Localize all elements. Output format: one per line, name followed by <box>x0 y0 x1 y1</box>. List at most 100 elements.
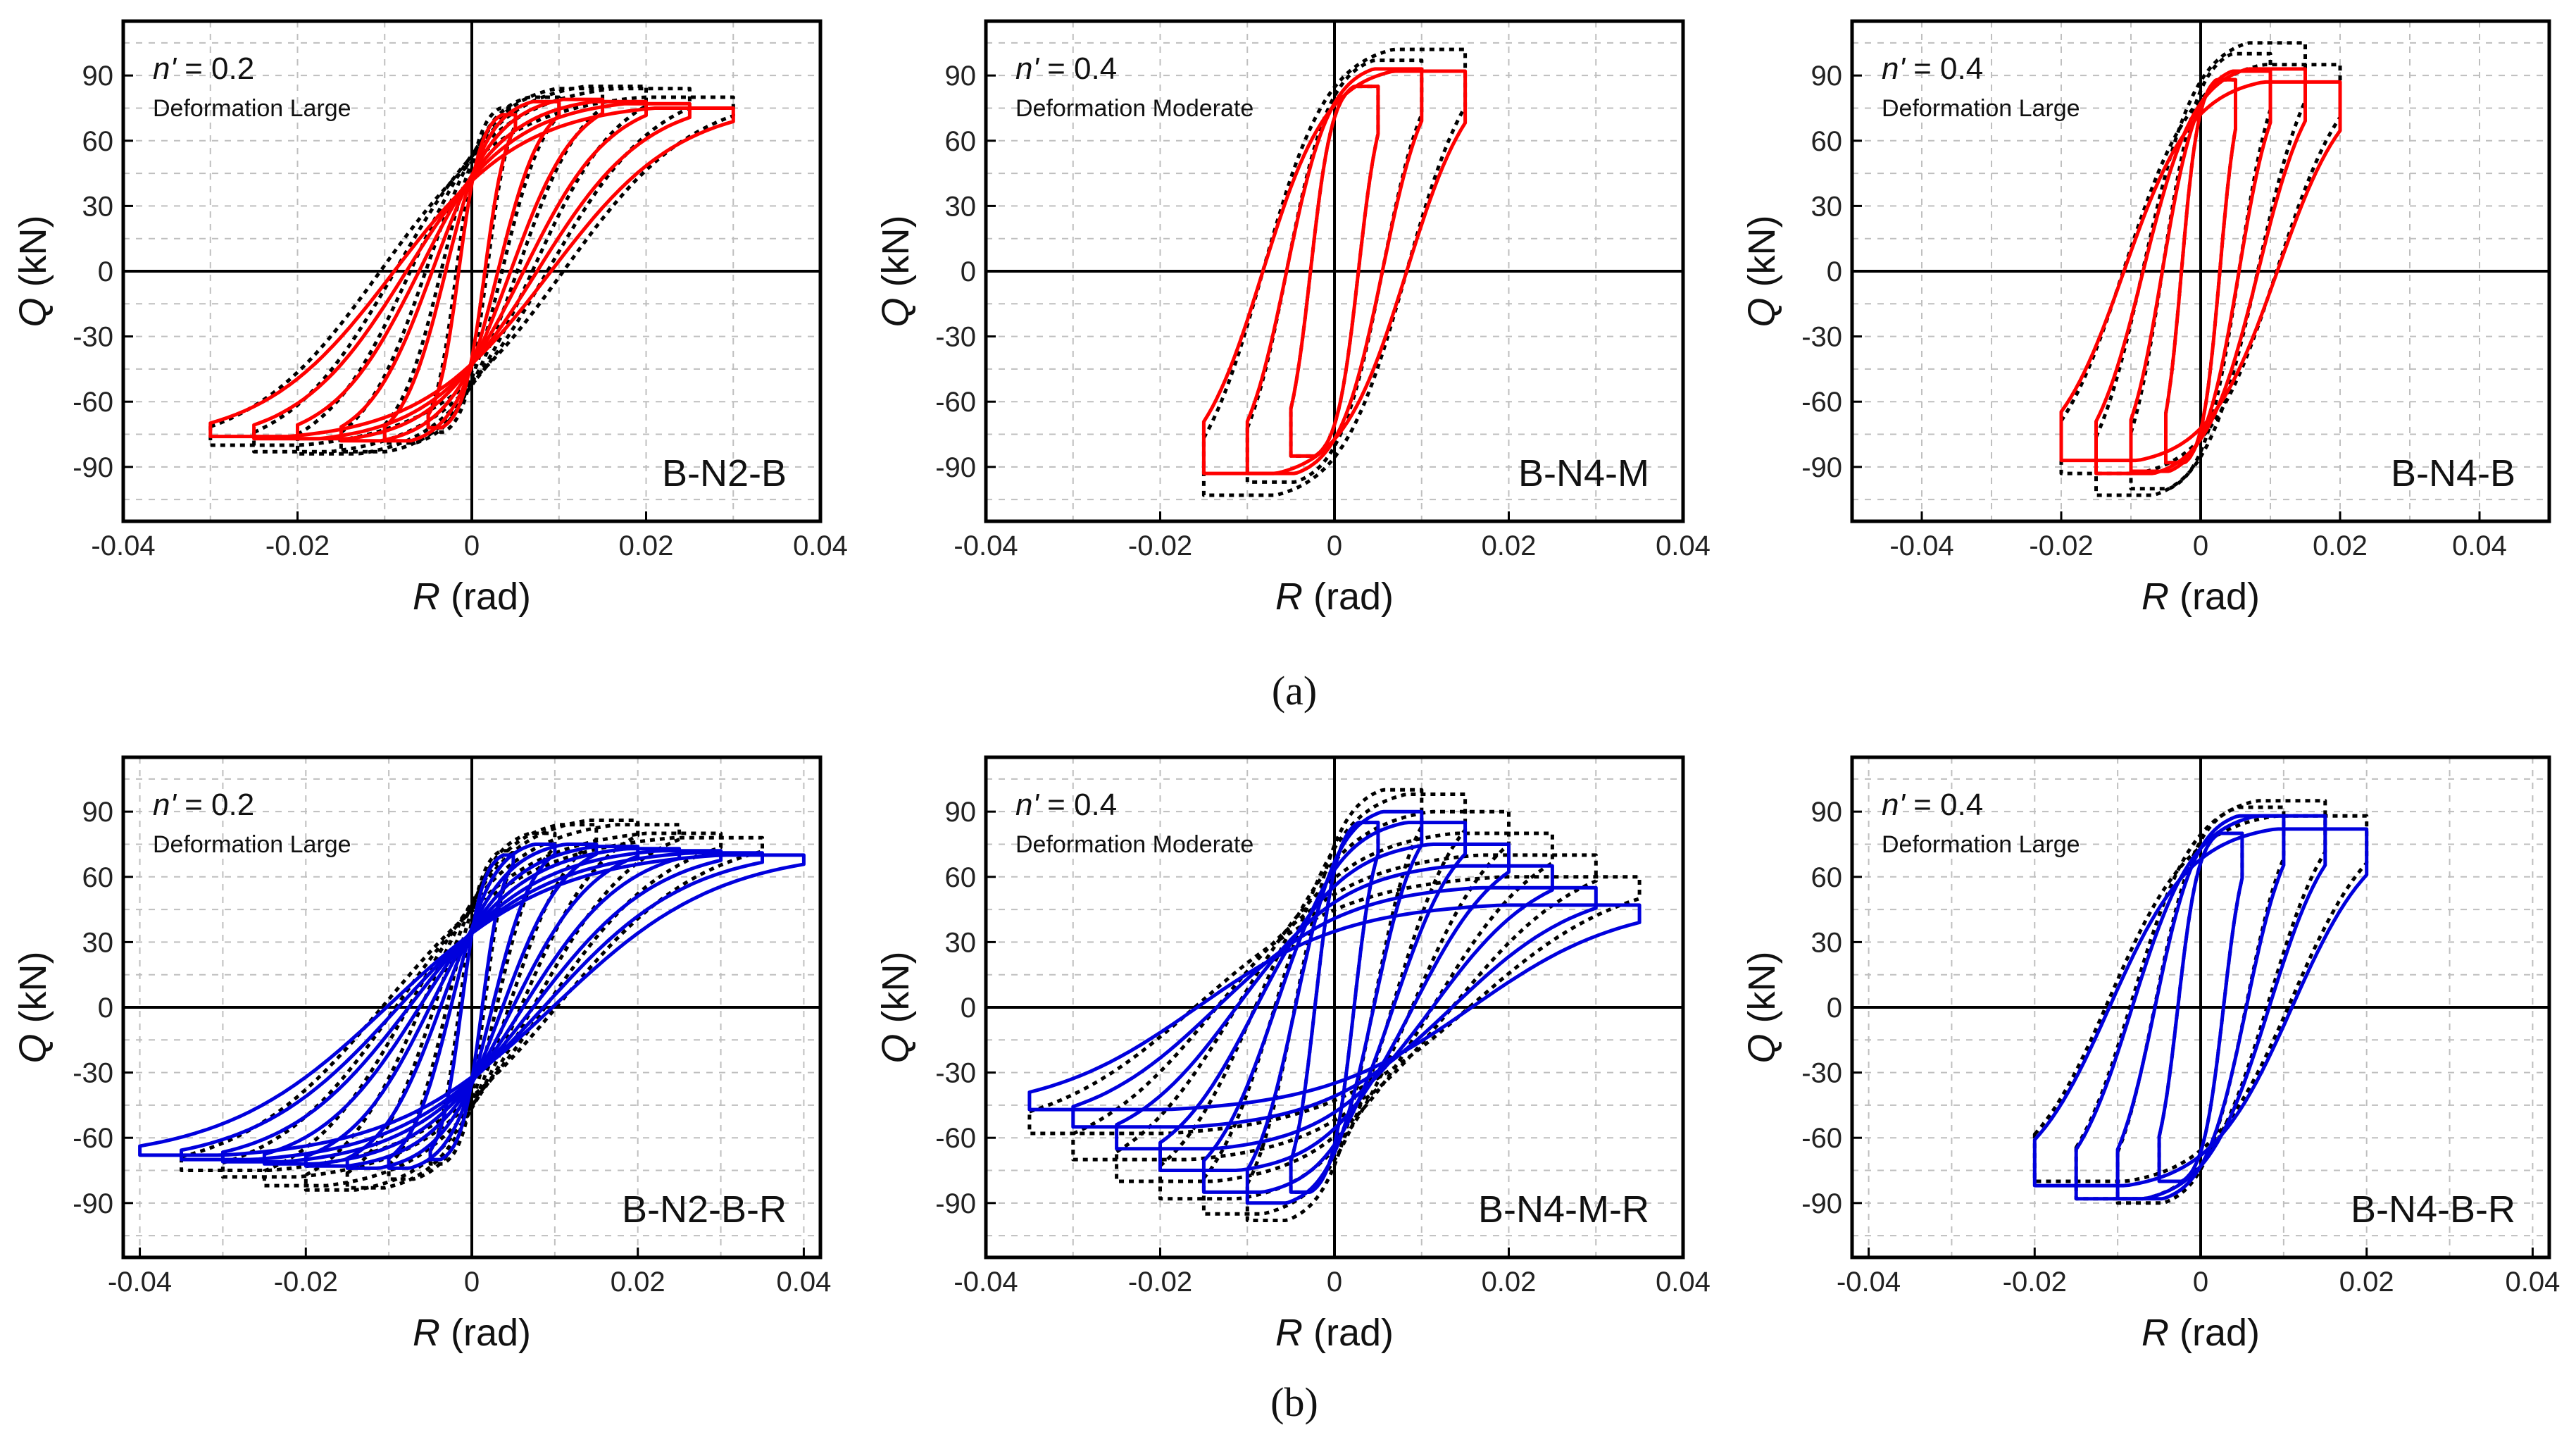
analysis-loop <box>1158 842 1511 1172</box>
y-tick-label: 90 <box>82 797 114 828</box>
panels: -0.04 -0.02 0 0.02 0.04 90 60 30 0 -30 -60 -90 R (ra… <box>12 19 2560 1354</box>
x-tick-label: 0.02 <box>611 1267 665 1298</box>
experiment-loop <box>304 819 640 1192</box>
analysis-loop <box>1071 885 1598 1129</box>
x-tick-label: -0.02 <box>2003 1267 2067 1298</box>
axial-ratio-value: = 0.4 <box>1039 788 1117 822</box>
x-tick-label: 0.02 <box>1482 530 1537 561</box>
y-tick-label: -30 <box>935 322 976 353</box>
deformation-label: Deformation Large <box>153 95 351 122</box>
x-axis-symbol: R <box>413 1312 440 1354</box>
y-axis-label: Q (kN) <box>875 216 917 328</box>
x-tick-label: 0 <box>1327 1267 1342 1298</box>
axial-ratio-symbol: n' <box>1882 788 1906 822</box>
x-tick-label: 0.04 <box>1656 530 1711 561</box>
y-tick-label: 0 <box>961 256 976 287</box>
specimen-label: B-N2-B <box>662 452 787 495</box>
analysis-loop <box>220 849 723 1164</box>
x-tick-label: 0.02 <box>619 530 674 561</box>
analysis-loop <box>1027 903 1642 1112</box>
x-tick-label: 0 <box>1327 530 1342 561</box>
analysis-loop <box>1201 821 1468 1194</box>
y-tick-label: -30 <box>73 322 113 353</box>
y-tick-label: 30 <box>945 927 977 958</box>
specimen-label: B-N4-B <box>2391 452 2515 495</box>
y-tick-label: 60 <box>1811 862 1843 893</box>
y-axis-symbol: Q <box>875 297 917 327</box>
specimen-label: B-N2-B-R <box>622 1188 787 1231</box>
y-axis-unit: (kN) <box>12 952 54 1034</box>
y-tick-label: -90 <box>935 1188 976 1219</box>
chart-panel-b-n4-b: -0.04 -0.02 0 0.02 0.04 90 60 30 0 -30 -60 -90 R (ra… <box>1741 19 2551 618</box>
axial-ratio-label: n' = 0.2 <box>153 51 254 86</box>
y-tick-label: -60 <box>935 387 976 418</box>
specimen-label: B-N4-M <box>1518 452 1649 495</box>
y-tick-label: 60 <box>945 862 977 893</box>
analysis-loop <box>428 853 515 1162</box>
caption-b: (b) <box>1270 1379 1318 1425</box>
y-tick-label: -60 <box>73 387 113 418</box>
experiment-loop <box>2094 41 2307 497</box>
axial-ratio-symbol: n' <box>1882 51 1906 86</box>
y-tick-label: -90 <box>1801 452 1842 483</box>
analysis-loop <box>138 853 806 1157</box>
y-tick-label: 30 <box>1811 191 1843 222</box>
specimen-label: B-N4-B-R <box>2351 1188 2515 1231</box>
analysis-loop <box>1201 69 1468 475</box>
analysis-loop <box>208 106 735 439</box>
x-axis-unit: (rad) <box>440 576 531 618</box>
curves <box>1027 788 1642 1222</box>
y-tick-label: 0 <box>961 993 976 1024</box>
axial-ratio-label: n' = 0.4 <box>1015 788 1117 822</box>
x-axis-label: R (rad) <box>1275 1312 1394 1354</box>
y-tick-label: 30 <box>82 927 114 958</box>
chart-panel-b-n4-m: -0.04 -0.02 0 0.02 0.04 90 60 30 0 -30 -60 -90 R (ra… <box>875 19 1711 618</box>
analysis-loop <box>339 97 605 443</box>
y-tick-label: 0 <box>98 993 113 1024</box>
y-tick-label: -90 <box>73 452 113 483</box>
analysis-loop <box>1115 864 1554 1151</box>
y-tick-label: -30 <box>73 1058 113 1089</box>
axial-ratio-symbol: n' <box>1015 788 1039 822</box>
x-tick-label: -0.04 <box>1889 530 1953 561</box>
y-tick-label: -60 <box>1801 1123 1842 1154</box>
x-axis-label: R (rad) <box>413 1312 531 1354</box>
y-tick-label: 60 <box>82 862 114 893</box>
axial-ratio-value: = 0.2 <box>176 51 254 86</box>
experiment-loop <box>1115 831 1554 1183</box>
x-axis-label: R (rad) <box>1275 576 1394 618</box>
axial-ratio-symbol: n' <box>153 788 177 822</box>
x-tick-label: -0.04 <box>91 530 155 561</box>
y-tick-label: 30 <box>82 191 114 222</box>
chart-panel-b-n4-b-r: -0.04 -0.02 0 0.02 0.04 90 60 30 0 -30 -60 -90 R (ra… <box>1741 755 2560 1354</box>
y-axis-unit: (kN) <box>12 216 54 298</box>
analysis-loop <box>2032 827 2369 1188</box>
y-axis-unit: (kN) <box>875 952 917 1034</box>
y-axis-unit: (kN) <box>875 216 917 298</box>
y-tick-label: 90 <box>1811 61 1843 92</box>
y-tick-label: 0 <box>1827 256 1842 287</box>
y-axis-symbol: Q <box>1741 297 1783 327</box>
x-axis-symbol: R <box>413 576 440 618</box>
x-axis-label: R (rad) <box>2142 576 2260 618</box>
y-axis-label: Q (kN) <box>12 952 54 1064</box>
y-tick-label: 0 <box>1827 993 1842 1024</box>
x-tick-label: -0.04 <box>954 1267 1018 1298</box>
x-axis-label: R (rad) <box>2142 1312 2260 1354</box>
y-tick-label: -60 <box>1801 387 1842 418</box>
x-tick-label: 0 <box>2193 530 2208 561</box>
y-tick-label: 60 <box>945 126 977 157</box>
axial-ratio-value: = 0.2 <box>176 788 254 822</box>
y-axis-symbol: Q <box>12 297 54 327</box>
analysis-loop <box>1289 821 1380 1194</box>
x-tick-label: -0.04 <box>108 1267 172 1298</box>
x-tick-label: 0 <box>464 1267 480 1298</box>
y-tick-label: 30 <box>1811 927 1843 958</box>
x-tick-label: -0.02 <box>1128 1267 1192 1298</box>
experiment-loop <box>1071 853 1598 1162</box>
y-tick-label: -90 <box>1801 1188 1842 1219</box>
axial-ratio-label: n' = 0.4 <box>1882 788 1983 822</box>
analysis-loop <box>382 99 561 443</box>
chart-panel-b-n4-m-r: -0.04 -0.02 0 0.02 0.04 90 60 30 0 -30 -60 -90 R (ra… <box>875 755 1711 1354</box>
